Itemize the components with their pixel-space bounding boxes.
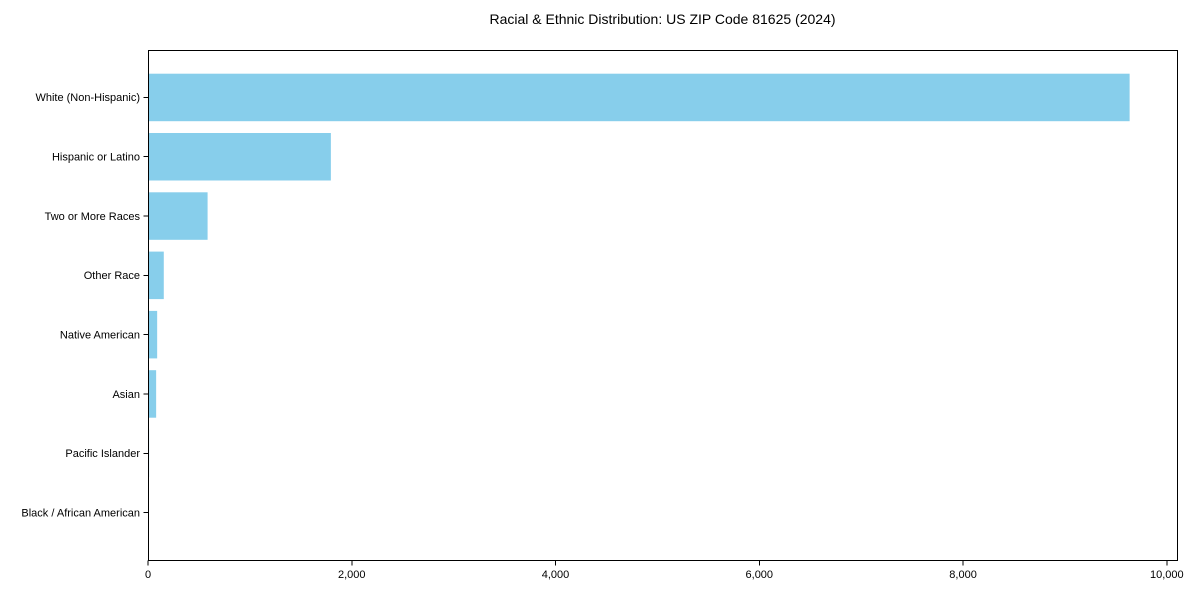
bar bbox=[148, 73, 1130, 122]
y-tick-label: Other Race bbox=[84, 270, 140, 282]
x-tick-label: 10,000 bbox=[1150, 569, 1184, 581]
bar bbox=[148, 133, 331, 181]
x-tick-label: 6,000 bbox=[746, 569, 774, 581]
x-tick-label: 4,000 bbox=[542, 569, 570, 581]
bar bbox=[148, 310, 158, 359]
bar bbox=[148, 370, 157, 418]
y-tick-label: Two or More Races bbox=[45, 211, 141, 223]
y-tick-label: Pacific Islander bbox=[65, 448, 140, 460]
y-tick-label: Hispanic or Latino bbox=[52, 152, 140, 164]
x-tick-label: 2,000 bbox=[338, 569, 366, 581]
x-tick-label: 8,000 bbox=[949, 569, 977, 581]
y-tick-label: Black / African American bbox=[21, 507, 140, 519]
plot-border bbox=[148, 50, 1178, 561]
bar bbox=[148, 251, 164, 300]
chart-title: Racial & Ethnic Distribution: US ZIP Cod… bbox=[489, 11, 836, 27]
y-tick-label: Asian bbox=[112, 389, 140, 401]
x-tick-label: 0 bbox=[145, 569, 151, 581]
y-tick-label: White (Non-Hispanic) bbox=[35, 92, 140, 104]
y-tick-label: Native American bbox=[60, 329, 140, 341]
bar bbox=[148, 192, 208, 240]
